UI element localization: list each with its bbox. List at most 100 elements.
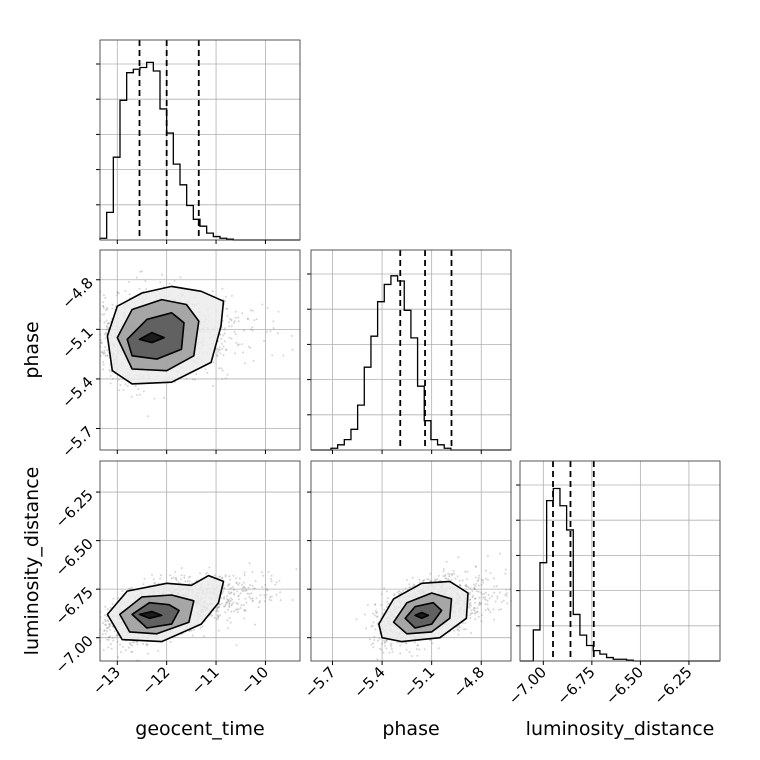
scatter-point [241, 312, 244, 315]
scatter-point [253, 319, 256, 322]
scatter-point [105, 309, 107, 312]
scatter-point [225, 307, 228, 310]
scatter-point [105, 630, 108, 633]
scatter-point [456, 575, 459, 578]
scatter-point [269, 330, 272, 333]
scatter-point [251, 597, 254, 600]
scatter-point [490, 595, 493, 598]
scatter-point [408, 583, 411, 586]
scatter-point [103, 352, 106, 355]
scatter-point [219, 352, 222, 355]
y-tick-label: −5.1 [58, 323, 96, 361]
scatter-point [235, 581, 238, 584]
scatter-point [189, 575, 192, 578]
scatter-point [108, 636, 111, 639]
scatter-point [228, 617, 231, 619]
scatter-point [216, 618, 218, 621]
scatter-point [366, 603, 369, 606]
scatter-point [191, 378, 194, 381]
scatter-point [244, 609, 247, 611]
scatter-point [278, 579, 281, 582]
scatter-point [224, 377, 227, 380]
scatter-point [105, 623, 108, 626]
scatter-point [454, 577, 457, 580]
scatter-point [211, 614, 214, 617]
scatter-point [187, 576, 190, 579]
scatter-point [250, 328, 252, 331]
scatter-point [190, 629, 193, 632]
scatter-point [115, 294, 118, 297]
scatter-point [227, 583, 230, 586]
scatter-point [478, 596, 481, 599]
scatter-point [224, 300, 227, 303]
scatter-point [355, 618, 358, 621]
scatter-point [139, 393, 141, 396]
scatter-point [476, 607, 479, 610]
scatter-point [101, 313, 104, 316]
scatter-point [226, 373, 229, 376]
scatter-point [383, 641, 386, 644]
scatter-point [231, 598, 234, 601]
scatter-point [405, 648, 408, 651]
scatter-point [224, 611, 227, 614]
scatter-point [269, 596, 272, 599]
scatter-point [264, 596, 267, 599]
scatter-point [218, 346, 221, 349]
scatter-point [233, 330, 236, 333]
scatter-point [496, 595, 499, 598]
scatter-point [107, 638, 110, 641]
scatter-point [482, 596, 484, 599]
histogram-geocent_time [99, 61, 300, 241]
scatter-point [228, 601, 231, 604]
y-tick-label: −6.75 [52, 583, 97, 628]
scatter-point [102, 368, 105, 371]
scatter-point [124, 649, 127, 652]
scatter-point [224, 295, 227, 298]
scatter-point [115, 634, 118, 637]
scatter-point [172, 576, 175, 579]
scatter-point [231, 586, 234, 589]
scatter-point [290, 334, 293, 337]
scatter-point [106, 354, 109, 357]
scatter-point [110, 647, 113, 650]
scatter-point [270, 599, 273, 602]
scatter-point [163, 396, 166, 399]
scatter-point [258, 601, 261, 604]
scatter-point [493, 591, 496, 594]
scatter-point [242, 585, 245, 588]
scatter-point [188, 630, 191, 633]
scatter-point [116, 292, 119, 294]
scatter-point [111, 377, 114, 380]
scatter-point [270, 595, 273, 598]
scatter-point [112, 597, 115, 600]
scatter-point [208, 566, 211, 569]
scatter-point [217, 340, 220, 343]
scatter-point [104, 354, 107, 357]
scatter-point [495, 585, 498, 588]
scatter-point [474, 618, 477, 621]
scatter-point [136, 643, 139, 646]
scatter-point [484, 577, 487, 580]
scatter-point [251, 584, 254, 587]
scatter-point [244, 362, 247, 365]
scatter-point [107, 646, 110, 649]
scatter-point [232, 601, 235, 604]
scatter-point [444, 575, 447, 578]
x-tick-label: −10 [237, 663, 272, 698]
scatter-point [468, 591, 471, 594]
scatter-point [105, 307, 108, 309]
scatter-point [261, 303, 264, 306]
scatter-point [450, 579, 453, 581]
scatter-point [103, 614, 106, 617]
scatter-point [376, 615, 379, 618]
scatter-point [251, 329, 254, 332]
scatter-point [467, 586, 470, 589]
scatter-point [237, 583, 240, 586]
scatter-point [246, 592, 249, 595]
scatter-point [229, 621, 232, 624]
scatter-point [246, 317, 249, 320]
scatter-point [295, 568, 298, 571]
scatter-point [265, 593, 268, 596]
scatter-point [103, 321, 106, 324]
scatter-point [111, 602, 114, 605]
